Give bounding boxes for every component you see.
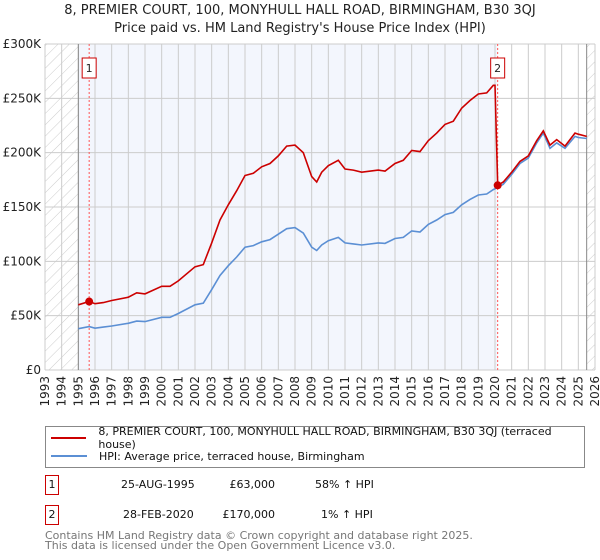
y-tick-label: £150K (3, 200, 43, 214)
legend-label-hpi: HPI: Average price, terraced house, Birm… (99, 449, 365, 463)
x-tick-label: 2012 (355, 376, 369, 407)
transaction-row: 1 25-AUG-1995 £63,000 58% ↑ HPI (45, 475, 445, 495)
x-tick-label: 1997 (105, 376, 119, 407)
footer: Contains HM Land Registry data © Crown c… (45, 529, 473, 552)
transaction-badge: 2 (45, 505, 59, 525)
x-tick-label: 2010 (321, 376, 335, 407)
sale-label-border (490, 57, 506, 79)
x-tick-label: 2017 (438, 376, 452, 407)
transaction-hpi: 1% ↑ HPI (321, 508, 373, 521)
x-tick-label: 2007 (271, 376, 285, 407)
y-tick-label: £300K (3, 37, 43, 51)
sale-label: 2 (494, 62, 501, 75)
y-tick-label: £50K (10, 309, 42, 323)
y-tick-label: £100K (3, 254, 43, 268)
x-tick-label: 2018 (455, 376, 469, 407)
legend-item-hpi: HPI: Average price, terraced house, Birm… (51, 448, 365, 464)
x-tick-label: 2004 (221, 376, 235, 407)
transaction-date: 25-AUG-1995 (121, 478, 195, 491)
footer-licence: This data is licensed under the Open Gov… (45, 539, 396, 552)
sale-point (493, 181, 502, 190)
sale-label-border (81, 57, 97, 79)
x-tick-label: 2001 (171, 376, 185, 407)
chart-subtitle: Price paid vs. HM Land Registry's House … (114, 21, 486, 36)
x-tick-label: 2002 (188, 376, 202, 407)
x-tick-label: 2013 (371, 376, 385, 407)
x-tick-label: 2014 (388, 376, 402, 407)
sale-label: 1 (86, 62, 93, 75)
x-tick-label: 1998 (121, 376, 135, 407)
transaction-price: £170,000 (222, 508, 276, 521)
property-price-line (78, 84, 587, 306)
x-tick-label: 2016 (421, 376, 435, 407)
transaction-row: 2 28-FEB-2020 £170,000 1% ↑ HPI (45, 505, 445, 525)
x-tick-label: 1994 (55, 376, 69, 407)
sale-label-box: 2 (490, 57, 506, 79)
legend-swatch-hpi (51, 455, 87, 457)
x-tick-label: 1996 (88, 376, 102, 407)
transaction-badge: 1 (45, 475, 59, 495)
x-tick-label: 2008 (288, 376, 302, 407)
sale-label-box: 1 (81, 57, 97, 79)
legend-label-property: 8, PREMIER COURT, 100, MONYHULL HALL ROA… (98, 425, 552, 451)
x-tick-label: 2022 (521, 376, 535, 407)
x-tick-label: 2005 (238, 376, 252, 407)
x-tick-label: 1999 (138, 376, 152, 407)
x-tick-label: 2024 (555, 376, 569, 407)
footer-copyright: Contains HM Land Registry data © Crown c… (45, 529, 473, 542)
transaction-hpi: 58% ↑ HPI (315, 478, 374, 491)
x-tick-label: 2026 (588, 376, 600, 407)
x-tick-label: 2025 (571, 376, 585, 407)
price-chart: 1993 1994 1995 1996 1997 1998 1999 2000 2001 2002… (3, 37, 600, 407)
x-tick-label: 2009 (305, 376, 319, 407)
x-tick-label: 1995 (71, 376, 85, 407)
chart-title: 8, PREMIER COURT, 100, MONYHULL HALL ROA… (64, 3, 536, 18)
legend: 8, PREMIER COURT, 100, MONYHULL HALL ROA… (45, 425, 585, 468)
x-tick-label: 2003 (205, 376, 219, 407)
x-tick-label: 2023 (538, 376, 552, 407)
transaction-price: £63,000 (229, 478, 276, 491)
legend-item-property: 8, PREMIER COURT, 100, MONYHULL HALL ROA… (51, 425, 584, 451)
x-tick-label: 2019 (471, 376, 485, 407)
x-tick-label: 2011 (338, 376, 352, 407)
x-tick-label: 2021 (505, 376, 519, 407)
transaction-date: 28-FEB-2020 (123, 508, 194, 521)
x-tick-label: 1993 (38, 376, 52, 407)
x-tick-label: 2006 (255, 376, 269, 407)
legend-swatch-property (51, 437, 87, 439)
x-tick-label: 2020 (488, 376, 502, 407)
x-tick-label: 2015 (405, 376, 419, 407)
x-tick-label: 2000 (155, 376, 169, 407)
y-tick-label: £250K (3, 91, 43, 105)
hpi-line (78, 131, 587, 330)
y-tick-label: £0 (26, 363, 41, 377)
sale-point (85, 297, 94, 306)
y-tick-label: £200K (3, 146, 43, 160)
